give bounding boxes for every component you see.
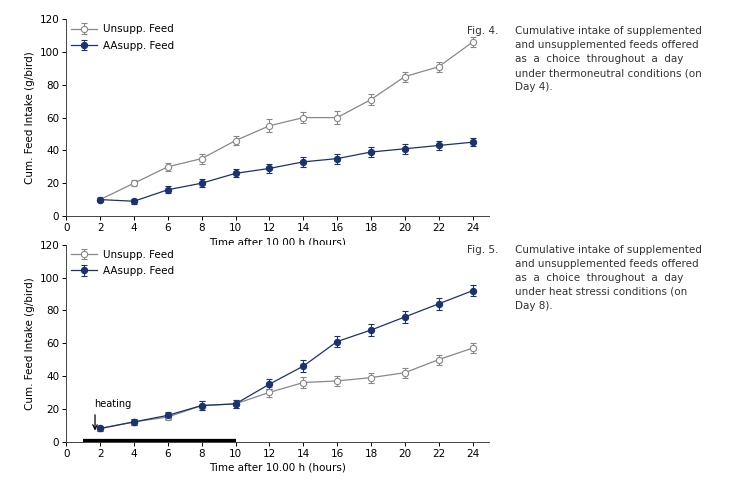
Text: Fig. 4.: Fig. 4. (467, 26, 499, 36)
Text: Cumulative intake of supplemented
and unsupplemented feeds offered
as  a  choice: Cumulative intake of supplemented and un… (515, 26, 702, 93)
Y-axis label: Cum. Feed Intake (g/bird): Cum. Feed Intake (g/bird) (25, 51, 35, 184)
Text: heating: heating (94, 399, 132, 409)
X-axis label: Time after 10.00 h (hours): Time after 10.00 h (hours) (210, 237, 346, 247)
Text: Fig. 5.: Fig. 5. (467, 245, 499, 255)
Legend: Unsupp. Feed, AAsupp. Feed: Unsupp. Feed, AAsupp. Feed (71, 24, 174, 51)
Legend: Unsupp. Feed, AAsupp. Feed: Unsupp. Feed, AAsupp. Feed (71, 250, 174, 276)
Text: Cumulative intake of supplemented
and unsupplemented feeds offered
as  a  choice: Cumulative intake of supplemented and un… (515, 245, 702, 311)
X-axis label: Time after 10.00 h (hours): Time after 10.00 h (hours) (210, 463, 346, 473)
Y-axis label: Cum. Feed Intake (g/bird): Cum. Feed Intake (g/bird) (25, 277, 35, 409)
